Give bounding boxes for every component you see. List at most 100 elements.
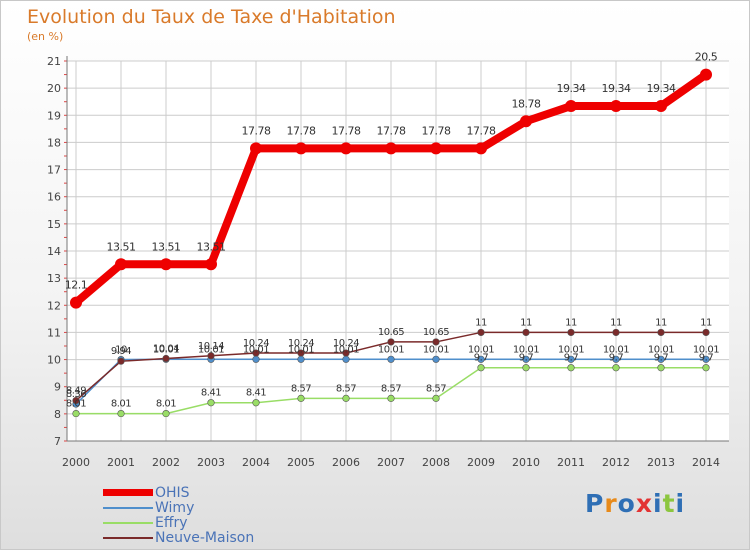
data-label: 10.01: [333, 344, 359, 355]
data-label: 8.41: [201, 388, 221, 399]
data-label: 11: [700, 317, 712, 328]
y-tick-label: 21: [47, 55, 61, 68]
data-point: [657, 355, 665, 363]
data-point: [160, 258, 172, 271]
data-label: 12.1: [65, 279, 88, 292]
data-label: 19.34: [647, 82, 676, 95]
data-point: [117, 409, 125, 418]
data-label: 10.01: [603, 344, 629, 355]
y-tick-label: 10: [47, 354, 61, 367]
data-point: [297, 394, 305, 402]
x-tick-label: 2004: [242, 456, 270, 469]
data-label: 17.78: [332, 124, 361, 137]
data-label: 8.57: [381, 383, 401, 394]
x-tick-label: 2001: [107, 456, 135, 469]
legend-swatch-effry: [103, 522, 153, 524]
y-tick-label: 11: [47, 326, 61, 339]
data-label: 11: [520, 317, 532, 328]
data-label: 17.78: [377, 124, 406, 137]
data-label: 10.01: [693, 344, 719, 355]
x-tick-label: 2005: [287, 456, 315, 469]
y-tick-label: 15: [47, 218, 61, 231]
data-label: 9.7: [519, 353, 534, 364]
data-point: [385, 142, 397, 155]
data-point: [387, 338, 395, 346]
data-point: [475, 142, 487, 155]
data-point: [477, 355, 485, 363]
data-label: 10.01: [378, 344, 404, 355]
data-label: 11: [610, 317, 622, 328]
x-tick-label: 2006: [332, 456, 360, 469]
data-point: [567, 364, 575, 372]
data-label: 13.51: [197, 240, 226, 253]
data-point: [252, 399, 260, 407]
data-label: 13.51: [107, 240, 136, 253]
data-point: [522, 328, 530, 337]
legend-swatch-wimy: [103, 507, 153, 509]
y-tick-label: 8: [54, 408, 61, 421]
data-label: 19.34: [557, 82, 586, 95]
data-point: [477, 328, 485, 337]
data-point: [162, 354, 170, 363]
data-label: 19.34: [602, 82, 631, 95]
data-point: [432, 355, 440, 363]
data-point: [610, 100, 622, 113]
data-label: 10.04: [153, 343, 179, 354]
data-label: 8.36: [66, 389, 86, 400]
data-point: [207, 399, 215, 407]
line-chart: 7 8 9 10 11 12 13 14 15 16 17 18 19 20 21 2000 2001 2002 2…: [47, 51, 729, 469]
data-label: 8.57: [291, 383, 311, 394]
legend-swatch-ohis: [103, 489, 153, 496]
data-point: [387, 394, 395, 402]
logo-letter: t: [662, 489, 676, 518]
x-tick-label: 2013: [647, 456, 675, 469]
y-tick-label: 12: [47, 299, 61, 312]
data-label: 10.01: [513, 344, 539, 355]
unit-label: (en %): [27, 30, 64, 43]
data-label: 9.7: [609, 353, 624, 364]
data-label: 10.01: [243, 344, 269, 355]
logo-letter: P: [585, 489, 605, 518]
data-label: 10.01: [288, 344, 314, 355]
data-point: [702, 364, 710, 372]
data-point: [340, 142, 352, 155]
data-label: 17.78: [467, 124, 496, 137]
data-label: 10.01: [648, 344, 674, 355]
data-label: 10: [115, 345, 127, 356]
y-tick-label: 17: [47, 164, 61, 177]
data-point: [700, 68, 712, 81]
data-label: 17.78: [422, 124, 451, 137]
data-point: [657, 364, 665, 372]
data-point: [567, 328, 575, 337]
data-point: [567, 355, 575, 363]
data-point: [250, 142, 262, 155]
data-label: 8.01: [156, 399, 176, 410]
chart-title: Evolution du Taux de Taxe d'Habitation: [27, 6, 396, 28]
data-point: [430, 142, 442, 155]
data-label: 10.65: [378, 327, 404, 338]
data-point: [70, 296, 82, 309]
data-point: [387, 355, 395, 363]
legend-label-wimy: Wimy: [155, 500, 195, 516]
y-tick-label: 16: [47, 191, 61, 204]
data-label: 11: [475, 317, 487, 328]
data-label: 8.49: [66, 386, 86, 397]
data-point: [342, 349, 350, 357]
y-tick-label: 7: [54, 435, 61, 448]
data-label: 8.01: [111, 399, 131, 410]
logo-letter: x: [635, 489, 653, 518]
logo-letter: i: [653, 489, 663, 518]
x-tick-label: 2014: [692, 456, 720, 469]
legend-label-effry: Effry: [155, 515, 188, 531]
data-label: 10.14: [198, 341, 224, 352]
data-label: 10.01: [558, 344, 584, 355]
x-tick-label: 2007: [377, 456, 405, 469]
logo-letter: i: [675, 489, 686, 518]
y-tick-label: 13: [47, 272, 61, 285]
x-tick-label: 2008: [422, 456, 450, 469]
data-point: [252, 349, 260, 357]
data-label: 8.01: [66, 399, 86, 410]
data-point: [655, 100, 667, 113]
data-point: [295, 142, 307, 155]
